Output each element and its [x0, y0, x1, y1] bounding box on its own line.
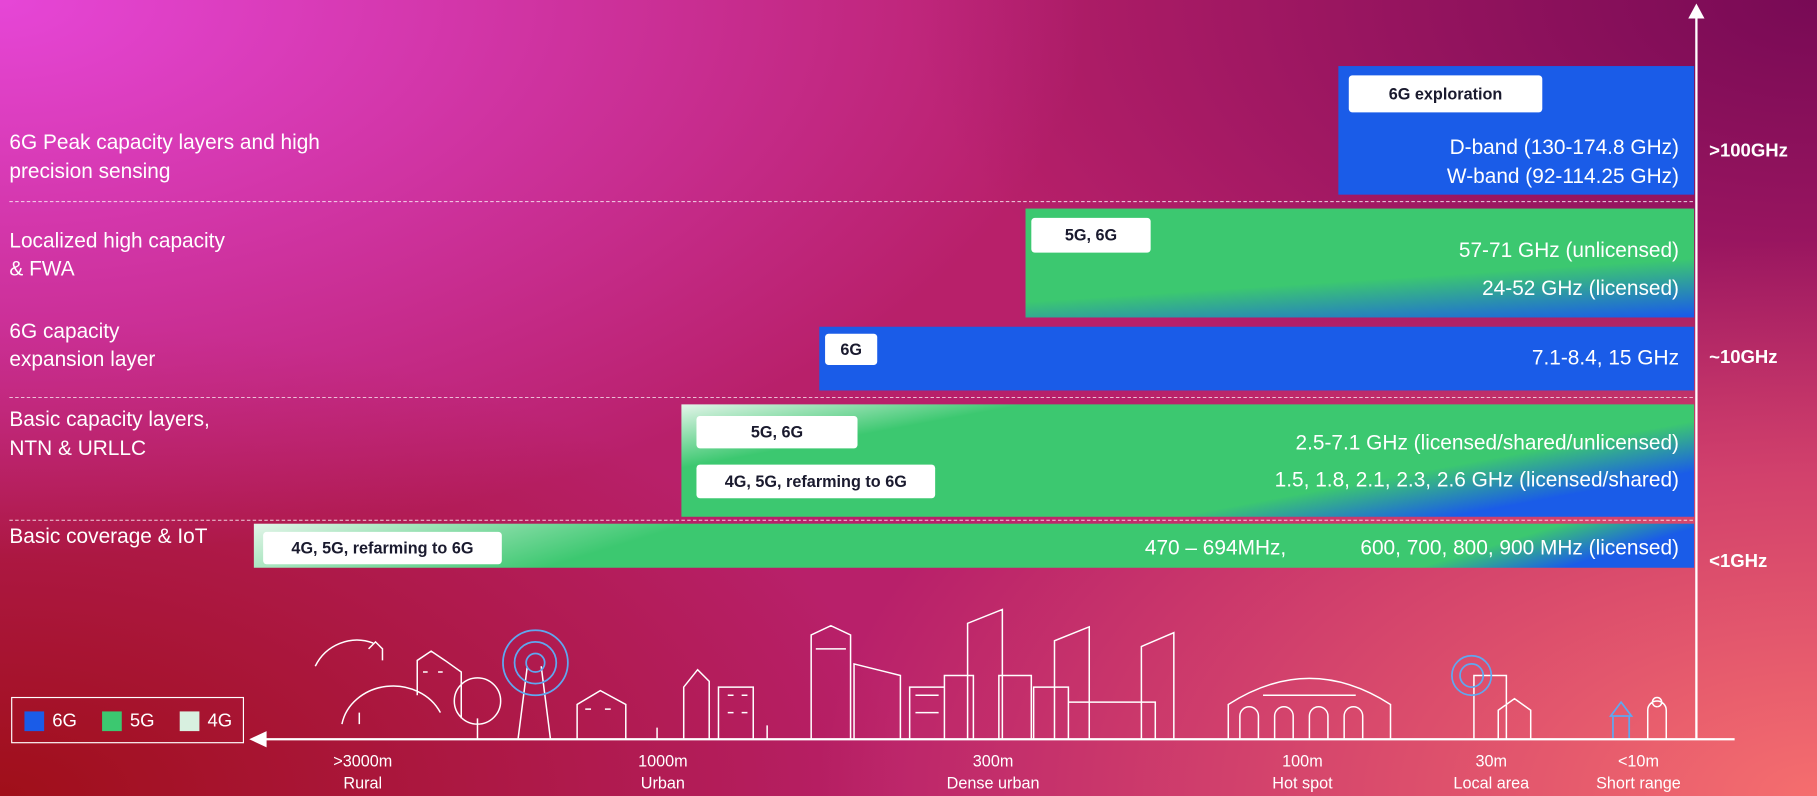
distance-label: 30m [1476, 753, 1508, 771]
distance-label: >3000m [333, 753, 392, 771]
layer-label: 6G capacity [9, 320, 120, 343]
frequency-axis-label: ~10GHz [1709, 346, 1777, 367]
frequency-range: 24-52 GHz (licensed) [1482, 277, 1679, 300]
area-label: Local area [1453, 775, 1530, 793]
distance-label: 100m [1282, 753, 1323, 771]
layer-label: NTN & URLLC [9, 437, 146, 460]
layer-label: Localized high capacity [9, 230, 225, 253]
layer-label: & FWA [9, 257, 74, 280]
band-tag [696, 415, 858, 449]
band-tag [263, 531, 502, 565]
frequency-range: 470 – 694MHz, [1145, 537, 1286, 560]
band-tag [1031, 217, 1151, 253]
layer-label: Basic capacity layers, [9, 408, 209, 431]
layer-label: precision sensing [9, 160, 170, 183]
frequency-range: 600, 700, 800, 900 MHz (licensed) [1360, 537, 1679, 560]
band-tag-label: 6G exploration [1389, 85, 1503, 103]
distance-label: 1000m [638, 753, 688, 771]
band-tag-label: 4G, 5G, refarming to 6G [725, 473, 907, 491]
area-label: Urban [641, 775, 685, 793]
legend-label: 5G [130, 710, 155, 731]
area-label: Short range [1596, 775, 1681, 793]
legend-swatch [24, 711, 45, 732]
band [819, 326, 1695, 391]
frequency-range: D-band (130-174.8 GHz) [1450, 136, 1679, 159]
legend-label: 6G [52, 710, 77, 731]
frequency-axis-label: >100GHz [1709, 140, 1788, 161]
legend-label: 4G [208, 710, 233, 731]
frequency-range: W-band (92-114.25 GHz) [1447, 165, 1679, 188]
band-tag [1348, 75, 1543, 113]
frequency-range: 1.5, 1.8, 2.1, 2.3, 2.6 GHz (licensed/sh… [1275, 468, 1679, 491]
area-label: Hot spot [1272, 775, 1333, 793]
layer-label: 6G Peak capacity layers and high [9, 131, 320, 154]
area-label: Dense urban [947, 775, 1040, 793]
band-tag-label: 6G [840, 341, 862, 359]
distance-label: 300m [973, 753, 1014, 771]
band-tag-label: 5G, 6G [1065, 227, 1117, 245]
frequency-range: 7.1-8.4, 15 GHz [1532, 347, 1679, 370]
distance-label: <10m [1618, 753, 1659, 771]
frequency-range: 57-71 GHz (unlicensed) [1459, 239, 1679, 262]
axes [249, 3, 1735, 748]
legend-swatch [102, 711, 122, 732]
band-tag-label: 5G, 6G [751, 424, 803, 442]
legend-swatch [179, 711, 200, 732]
frequency-range: 2.5-7.1 GHz (licensed/shared/unlicensed) [1296, 431, 1680, 454]
layer-label: expansion layer [9, 348, 155, 371]
area-label: Rural [343, 775, 382, 793]
legend-box [11, 696, 245, 744]
frequency-axis-label: <1GHz [1709, 550, 1767, 571]
band-tag [825, 333, 878, 365]
band-tag [696, 464, 936, 499]
skyline [314, 608, 1668, 740]
band-tag-label: 4G, 5G, refarming to 6G [291, 539, 473, 557]
layer-label: Basic coverage & IoT [9, 525, 207, 548]
